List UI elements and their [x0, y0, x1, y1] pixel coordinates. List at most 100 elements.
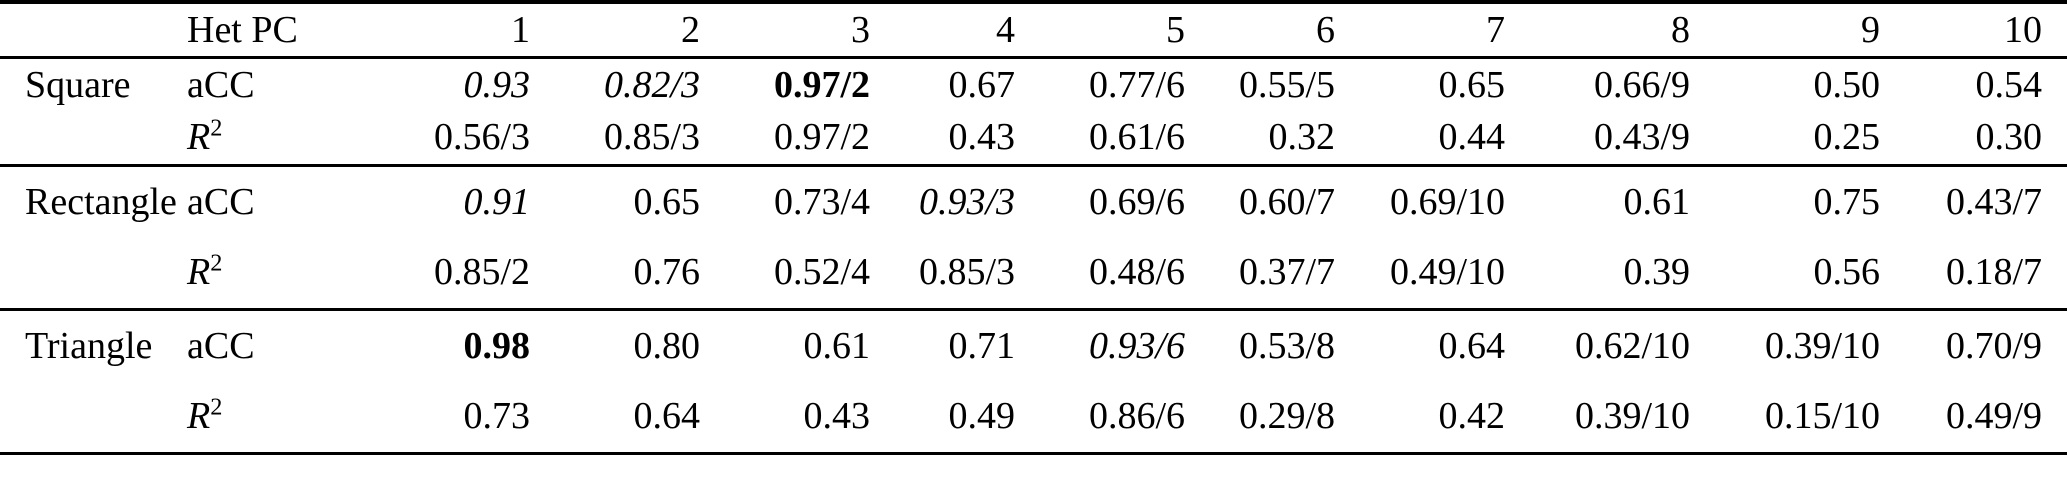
value-cell: 0.76: [633, 251, 701, 294]
value-cell: 0.65: [633, 180, 701, 223]
value-cell: 0.85/3: [603, 116, 700, 159]
value-cell: 0.42: [1438, 395, 1506, 438]
value-cell: 0.44: [1438, 116, 1506, 159]
value-cell: 0.49: [948, 395, 1016, 438]
value-cell: 0.85/3: [918, 251, 1015, 294]
value-cell: 0.71: [948, 324, 1016, 367]
group-triangle: Triangle aCC 0.98 0.80 0.61 0.71 0.93/6 0.53/8 0…: [0, 309, 2067, 453]
value-cell: 0.56: [1813, 251, 1881, 294]
row-group-label: [0, 381, 175, 453]
value-cell: 0.39: [1623, 251, 1691, 294]
value-cell: 0.93: [463, 63, 531, 106]
value-cell: 0.73/4: [773, 180, 870, 223]
row-group-label: [0, 237, 175, 309]
row-metric-label: aCC: [175, 57, 325, 111]
value-cell: 0.43: [803, 395, 871, 438]
metric-superscript: 2: [210, 393, 223, 421]
value-cell: 0.62/10: [1574, 324, 1690, 367]
value-cell: 0.64: [1438, 324, 1506, 367]
value-cell: 0.43: [948, 116, 1016, 159]
value-cell: 0.80: [633, 324, 701, 367]
header-pc-7: 7: [1486, 8, 1505, 51]
row-group-label: Square: [25, 63, 131, 106]
results-table: Het PC 1 2 3 4 5 6 7 8 9 10 Square aCC 0.9…: [0, 0, 2067, 453]
header-pc-9: 9: [1861, 8, 1880, 51]
value-cell: 0.48/6: [1088, 251, 1185, 294]
value-cell: 0.61/6: [1088, 116, 1185, 159]
row-group-label: Rectangle: [25, 180, 177, 223]
group-rectangle: Rectangle aCC 0.91 0.65 0.73/4 0.93/3 0.69/6 0.…: [0, 165, 2067, 309]
value-cell: 0.43/7: [1945, 180, 2042, 223]
metric-name: R: [187, 395, 211, 438]
value-cell: 0.64: [633, 395, 701, 438]
table-row: Triangle aCC 0.98 0.80 0.61 0.71 0.93/6 0.53/8 0…: [0, 309, 2067, 381]
value-cell: 0.69/6: [1088, 180, 1185, 223]
value-cell: 0.25: [1813, 116, 1881, 159]
value-cell: 0.54: [1975, 63, 2043, 106]
value-cell: 0.56/3: [433, 116, 530, 159]
value-cell: 0.53/8: [1238, 324, 1335, 367]
row-metric-label: R2: [175, 237, 325, 309]
value-cell: 0.52/4: [773, 251, 870, 294]
value-cell: 0.98: [463, 324, 531, 367]
value-cell: 0.15/10: [1764, 395, 1880, 438]
row-metric-label: R2: [175, 111, 325, 165]
table-row: R2 0.56/3 0.85/3 0.97/2 0.43 0.61/6 0.32 0.44 0.…: [0, 111, 2067, 165]
value-cell: 0.30: [1975, 116, 2043, 159]
row-group-label: Triangle: [25, 324, 153, 367]
value-cell: 0.66/9: [1593, 63, 1690, 106]
header-pc-4: 4: [996, 8, 1015, 51]
value-cell: 0.97/2: [773, 63, 870, 106]
metric-name: aCC: [187, 324, 255, 367]
value-cell: 0.69/10: [1389, 180, 1505, 223]
value-cell: 0.82/3: [603, 63, 700, 106]
metric-name: aCC: [187, 63, 255, 106]
value-cell: 0.93/6: [1088, 324, 1185, 367]
value-cell: 0.39/10: [1764, 324, 1880, 367]
table-row: R2 0.85/2 0.76 0.52/4 0.85/3 0.48/6 0.37/7 0.49…: [0, 237, 2067, 309]
metric-name: aCC: [187, 180, 255, 223]
header-het-pc: Het PC: [187, 8, 298, 51]
table-row: Rectangle aCC 0.91 0.65 0.73/4 0.93/3 0.69/6 0.…: [0, 165, 2067, 237]
row-metric-label: aCC: [175, 165, 325, 237]
value-cell: 0.37/7: [1238, 251, 1335, 294]
metric-name: R: [187, 251, 211, 294]
table-row: R2 0.73 0.64 0.43 0.49 0.86/6 0.29/8 0.42 0.39/1…: [0, 381, 2067, 453]
header-pc-1: 1: [511, 8, 530, 51]
header-pc-10: 10: [2004, 8, 2042, 51]
metric-superscript: 2: [210, 114, 223, 142]
value-cell: 0.39/10: [1574, 395, 1690, 438]
table-row: Square aCC 0.93 0.82/3 0.97/2 0.67 0.77/6 0.55/…: [0, 57, 2067, 111]
table-header: Het PC 1 2 3 4 5 6 7 8 9 10: [0, 2, 2067, 57]
value-cell: 0.86/6: [1088, 395, 1185, 438]
value-cell: 0.93/3: [918, 180, 1015, 223]
metric-name: R: [187, 116, 211, 159]
metric-superscript: 2: [210, 249, 223, 277]
value-cell: 0.85/2: [433, 251, 530, 294]
value-cell: 0.97/2: [773, 116, 870, 159]
value-cell: 0.70/9: [1945, 324, 2042, 367]
header-row: Het PC 1 2 3 4 5 6 7 8 9 10: [0, 2, 2067, 57]
value-cell: 0.75: [1813, 180, 1881, 223]
group-square: Square aCC 0.93 0.82/3 0.97/2 0.67 0.77/6 0.55/…: [0, 57, 2067, 165]
header-empty-cell: [0, 2, 175, 57]
value-cell: 0.91: [463, 180, 531, 223]
value-cell: 0.77/6: [1088, 63, 1185, 106]
value-cell: 0.49/10: [1389, 251, 1505, 294]
header-pc-5: 5: [1166, 8, 1185, 51]
value-cell: 0.43/9: [1593, 116, 1690, 159]
value-cell: 0.60/7: [1238, 180, 1335, 223]
value-cell: 0.65: [1438, 63, 1506, 106]
row-group-label: [0, 111, 175, 165]
value-cell: 0.29/8: [1238, 395, 1335, 438]
value-cell: 0.73: [463, 395, 531, 438]
value-cell: 0.55/5: [1238, 63, 1335, 106]
value-cell: 0.18/7: [1945, 251, 2042, 294]
value-cell: 0.50: [1813, 63, 1881, 106]
row-metric-label: aCC: [175, 309, 325, 381]
header-pc-6: 6: [1316, 8, 1335, 51]
value-cell: 0.61: [1623, 180, 1691, 223]
header-pc-2: 2: [681, 8, 700, 51]
row-metric-label: R2: [175, 381, 325, 453]
value-cell: 0.67: [948, 63, 1016, 106]
